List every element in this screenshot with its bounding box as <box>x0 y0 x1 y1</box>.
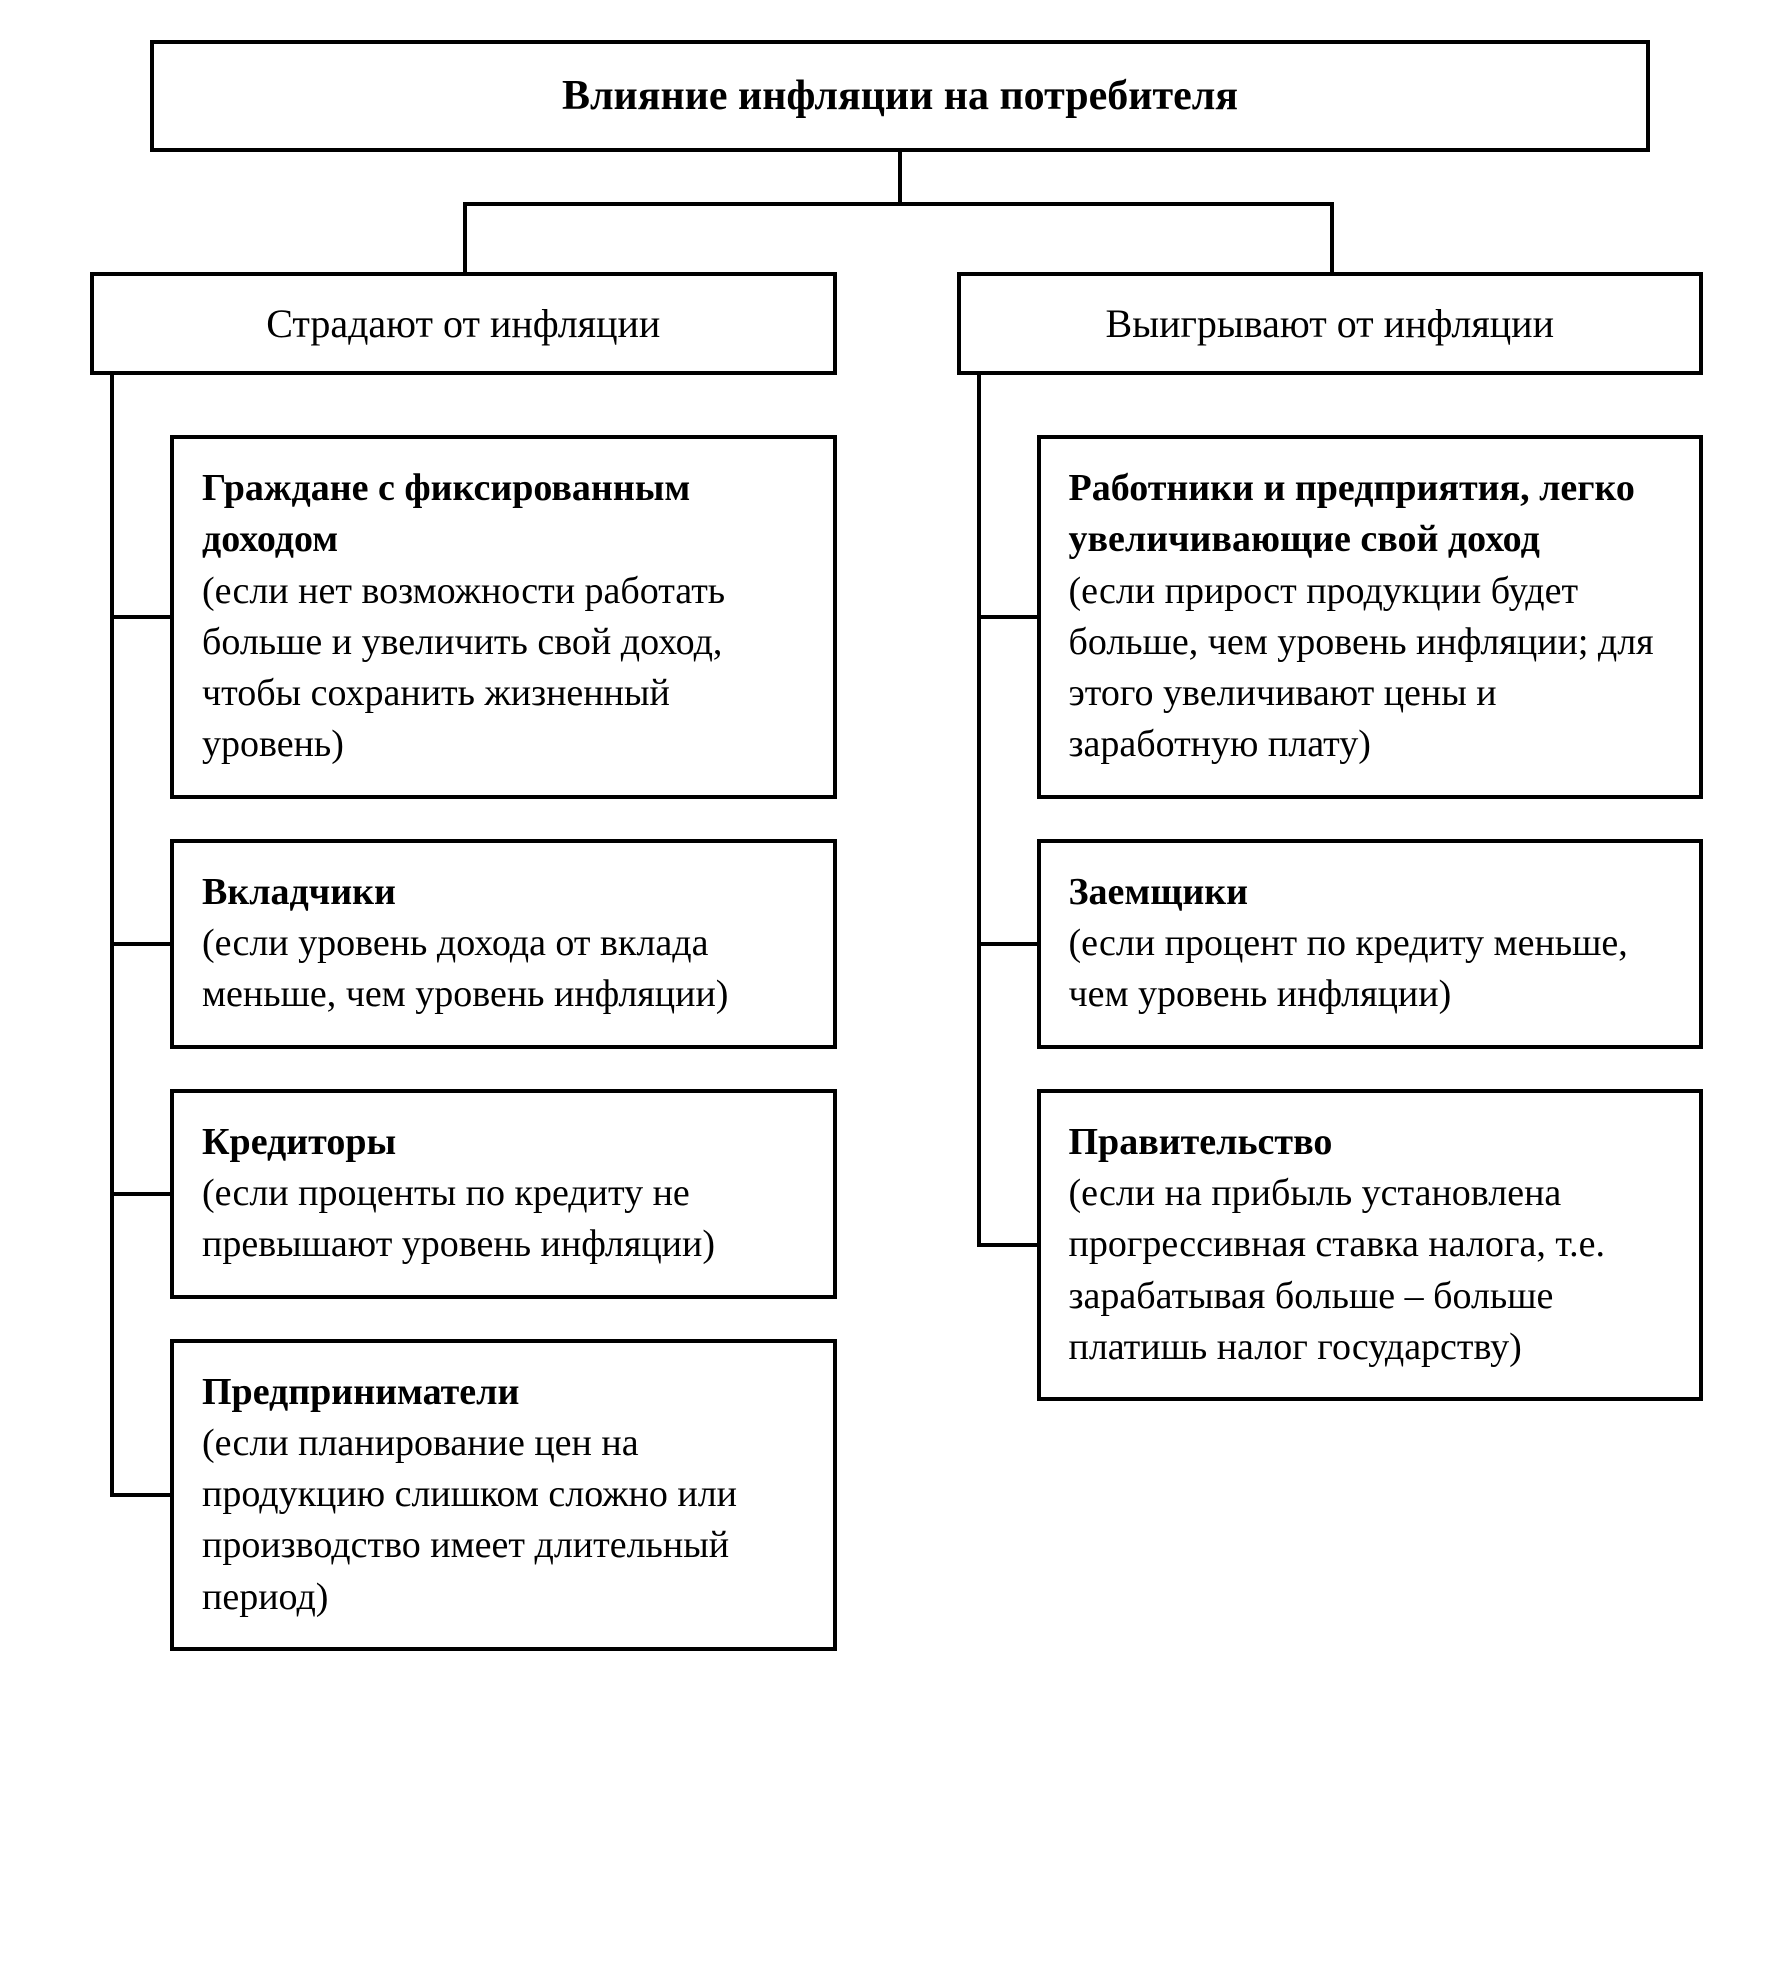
item-note: (если прирост продукции будет больше, че… <box>1069 570 1654 766</box>
item-note: (если процент по кредиту меньше, чем уро… <box>1069 922 1628 1015</box>
branch-header-winners: Выигрывают от инфляции <box>957 272 1704 375</box>
branch-header-label: Выигрывают от инфляции <box>1106 301 1554 346</box>
root-node: Влияние инфляции на потребителя <box>150 40 1650 152</box>
item-title: Вкладчики <box>202 871 396 913</box>
item-entrepreneurs: Предприниматели (если планирование цен н… <box>170 1339 837 1651</box>
branch-winners: Выигрывают от инфляции Работники и предп… <box>957 272 1704 1441</box>
item-depositors: Вкладчики (если уровень дохода от вклада… <box>170 839 837 1049</box>
item-workers-enterprises: Работники и предприятия, легко увеличива… <box>1037 435 1704 799</box>
item-government: Правительство (если на прибыль установле… <box>1037 1089 1704 1401</box>
branches-row: Страдают от инфляции Граждане с фиксиров… <box>30 272 1743 1691</box>
branch-header-losers: Страдают от инфляции <box>90 272 837 375</box>
item-title: Предприниматели <box>202 1371 519 1413</box>
branch-losers: Страдают от инфляции Граждане с фиксиров… <box>90 272 837 1691</box>
trunk-connector <box>150 152 1650 272</box>
branch-header-label: Страдают от инфляции <box>266 301 660 346</box>
item-note: (если уровень дохода от вклада меньше, ч… <box>202 922 728 1015</box>
item-title: Заемщики <box>1069 871 1249 913</box>
item-title: Кредиторы <box>202 1121 396 1163</box>
item-note: (если планирование цен на продукцию слиш… <box>202 1422 737 1618</box>
item-borrowers: Заемщики (если процент по кредиту меньше… <box>1037 839 1704 1049</box>
item-row: Заемщики (если процент по кредиту меньше… <box>957 839 1704 1049</box>
item-row: Работники и предприятия, легко увеличива… <box>957 435 1704 799</box>
item-note: (если проценты по кредиту не превышают у… <box>202 1172 715 1265</box>
item-creditors: Кредиторы (если проценты по кредиту не п… <box>170 1089 837 1299</box>
item-fixed-income-citizens: Граждане с фиксированным доходом (если н… <box>170 435 837 799</box>
inflation-impact-diagram: Влияние инфляции на потребителя Страдают… <box>30 40 1743 1691</box>
item-row: Граждане с фиксированным доходом (если н… <box>90 435 837 799</box>
item-title: Граждане с фиксированным доходом <box>202 467 690 560</box>
item-row: Правительство (если на прибыль установле… <box>957 1089 1704 1401</box>
item-row: Кредиторы (если проценты по кредиту не п… <box>90 1089 837 1299</box>
item-note: (если нет возможности работать больше и … <box>202 570 725 766</box>
item-note: (если на прибыль установлена прогрессивн… <box>1069 1172 1606 1368</box>
item-title: Работники и предприятия, легко увеличива… <box>1069 467 1635 560</box>
item-row: Вкладчики (если уровень дохода от вклада… <box>90 839 837 1049</box>
item-row: Предприниматели (если планирование цен н… <box>90 1339 837 1651</box>
item-title: Правительство <box>1069 1121 1333 1163</box>
root-label: Влияние инфляции на потребителя <box>562 73 1238 119</box>
